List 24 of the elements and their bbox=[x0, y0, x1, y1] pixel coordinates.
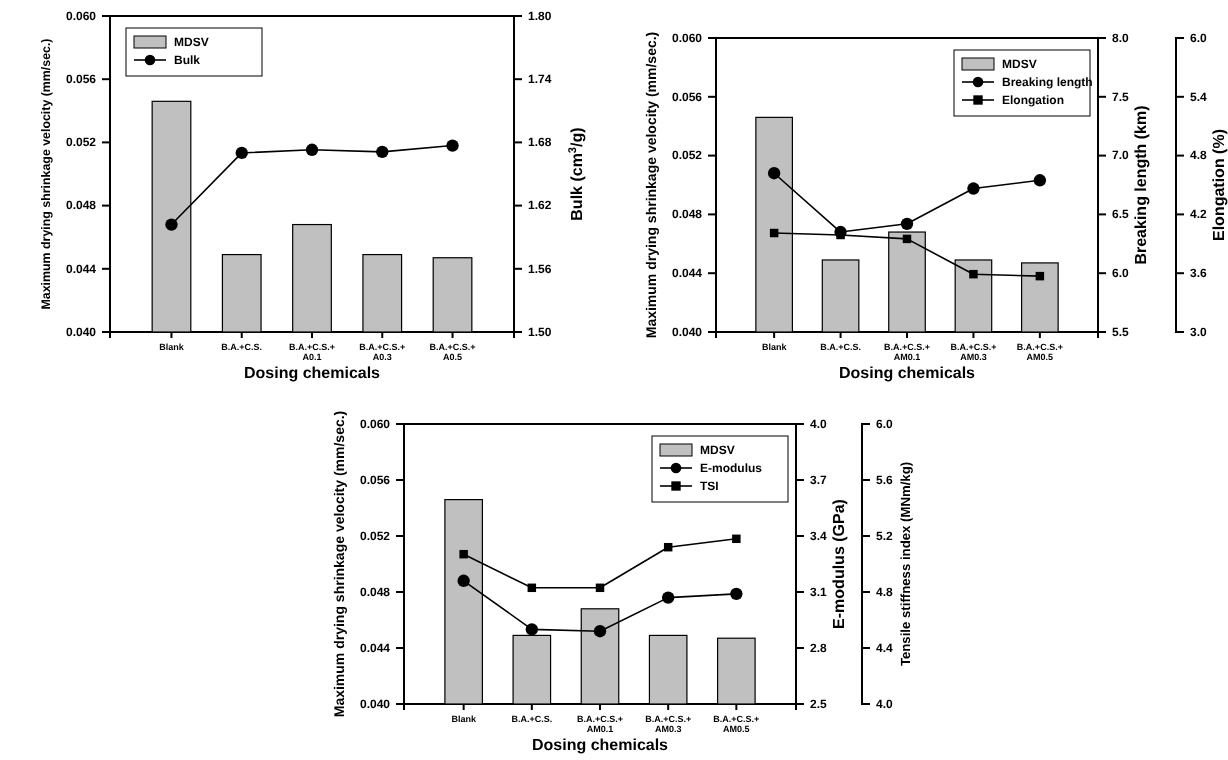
point bbox=[305, 143, 319, 156]
point bbox=[446, 139, 459, 152]
point bbox=[593, 625, 607, 638]
point bbox=[376, 145, 389, 159]
point bbox=[235, 146, 248, 160]
point bbox=[900, 217, 914, 230]
y2-axis-title: E-modulus (GPa) bbox=[830, 498, 848, 629]
point bbox=[525, 623, 539, 636]
x-axis-title: Dosing chemicals bbox=[838, 364, 977, 382]
point bbox=[969, 269, 978, 279]
point bbox=[1033, 174, 1047, 187]
point bbox=[661, 591, 675, 604]
point bbox=[459, 549, 468, 559]
point bbox=[730, 587, 743, 601]
point bbox=[967, 182, 980, 195]
point bbox=[457, 574, 470, 587]
point bbox=[165, 218, 178, 231]
y3-axis-title: Elongation (%) bbox=[1210, 128, 1228, 241]
y2-axis-title: Breaking length (km) bbox=[1132, 104, 1150, 265]
x-axis-title: Dosing chemicals bbox=[243, 364, 382, 382]
point bbox=[767, 167, 781, 180]
point bbox=[732, 534, 741, 544]
x-axis-title: Dosing chemicals bbox=[531, 736, 670, 754]
point bbox=[834, 225, 847, 239]
